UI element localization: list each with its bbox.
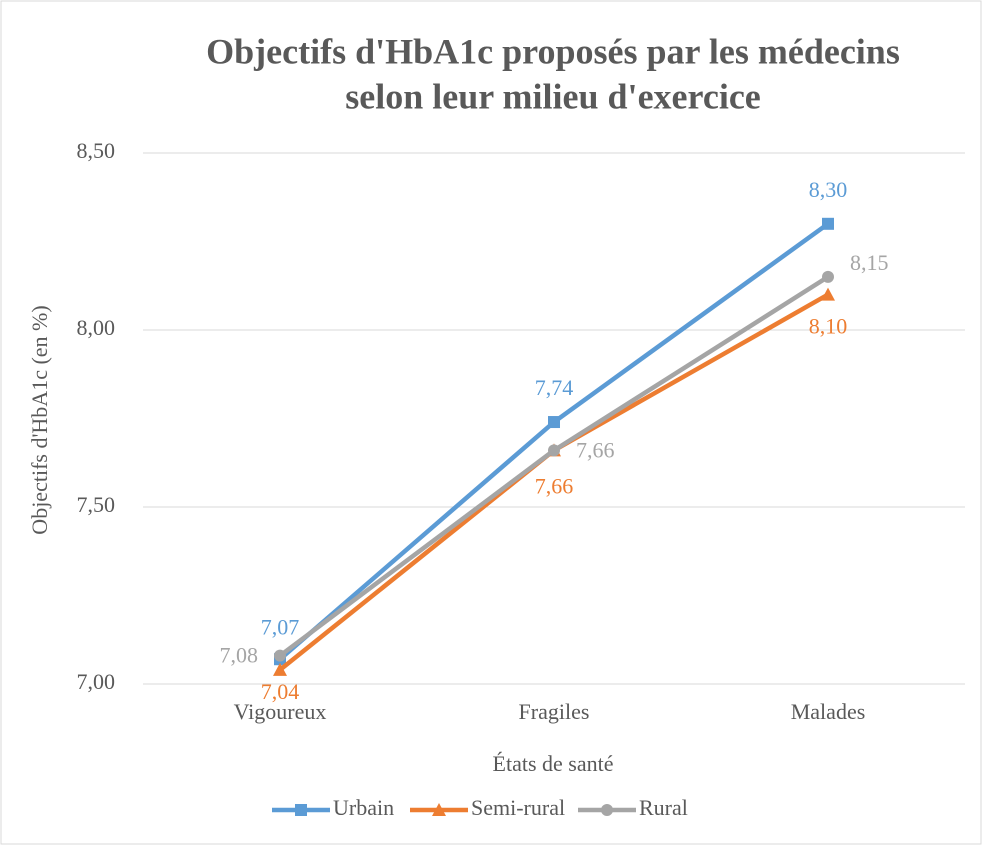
data-label: 7,04 (261, 679, 300, 704)
marker (273, 662, 287, 676)
legend-marker (295, 804, 307, 816)
data-label: 7,07 (261, 614, 300, 639)
x-tick-label: Vigoureux (234, 699, 327, 724)
marker (821, 287, 835, 301)
chart-title: selon leur milieu d'exercice (345, 76, 761, 116)
y-axis-label: Objectifs d'HbA1c (en %) (27, 305, 52, 534)
marker (548, 444, 560, 457)
y-tick-label: 8,00 (77, 315, 116, 340)
x-axis-label: États de santé (493, 751, 614, 776)
legend-label: Semi-rural (471, 795, 565, 820)
data-label: 7,66 (576, 437, 615, 462)
data-label: 8,15 (850, 250, 889, 275)
legend-marker (432, 803, 446, 816)
data-label: 8,30 (809, 177, 848, 202)
x-tick-label: Malades (791, 699, 866, 724)
data-label: 7,66 (535, 473, 574, 498)
y-tick-label: 8,50 (77, 138, 116, 163)
marker (548, 416, 560, 429)
legend-marker (601, 804, 613, 816)
marker (822, 270, 834, 283)
data-label: 7,08 (220, 643, 259, 668)
chart-title: Objectifs d'HbA1c proposés par les médec… (206, 31, 900, 71)
data-label: 8,10 (809, 314, 848, 339)
legend-label: Rural (639, 795, 688, 820)
marker (274, 649, 286, 662)
x-tick-label: Fragiles (519, 699, 590, 724)
data-label: 7,74 (535, 375, 574, 400)
marker (822, 217, 834, 230)
y-tick-label: 7,50 (77, 492, 116, 517)
y-tick-label: 7,00 (77, 669, 116, 694)
legend-label: Urbain (333, 795, 394, 820)
